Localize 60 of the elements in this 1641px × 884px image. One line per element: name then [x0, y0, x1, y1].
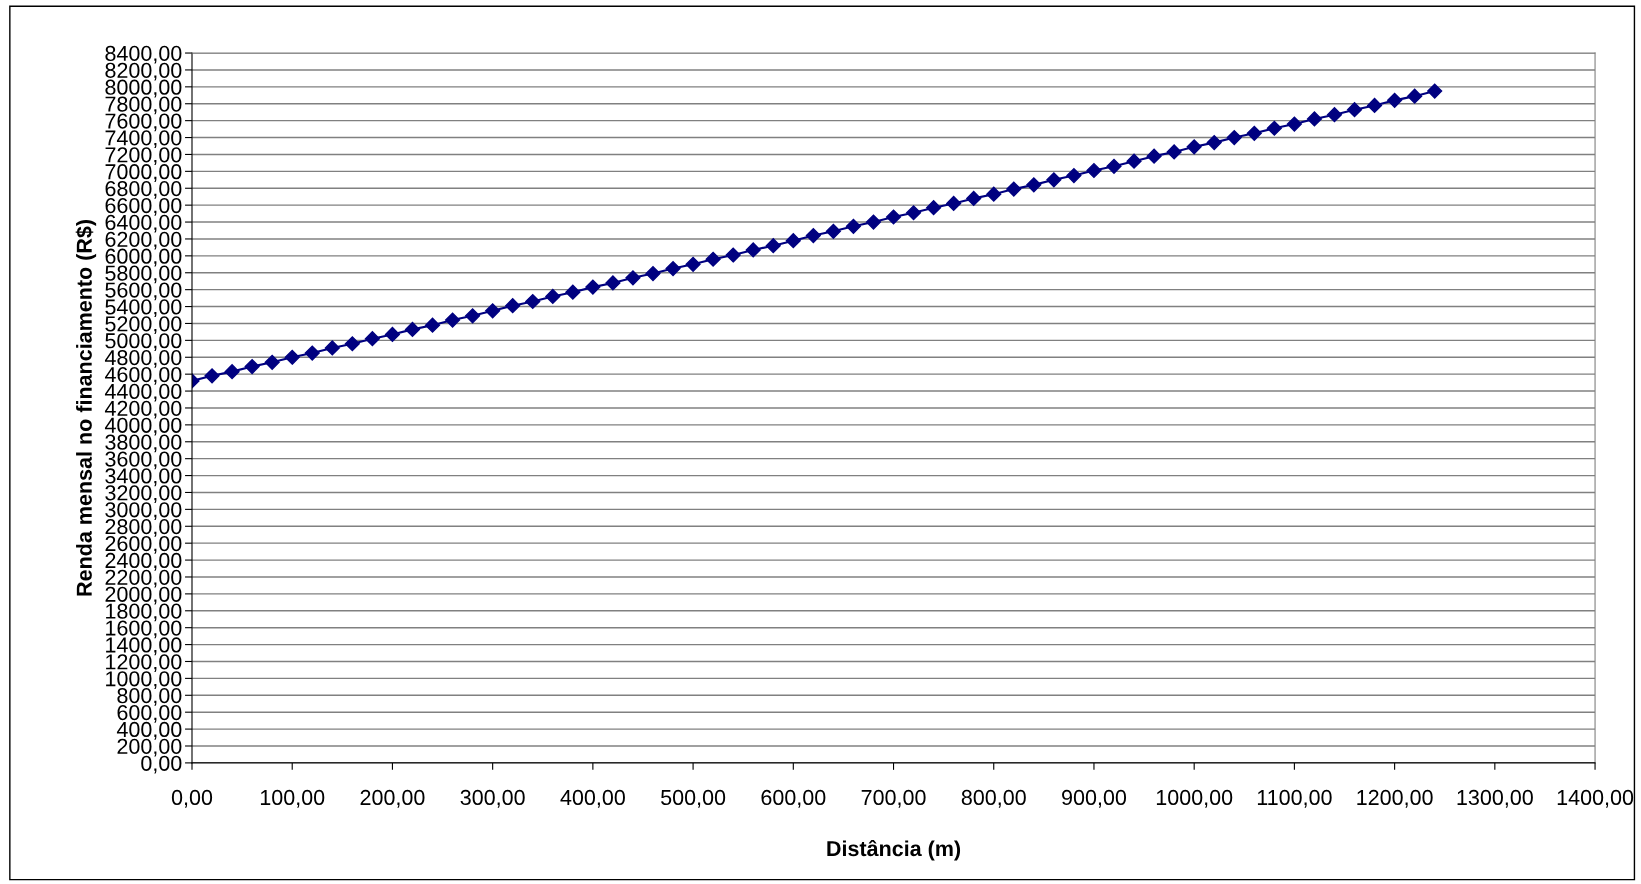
- y-tick-label: 6200,00: [105, 231, 182, 250]
- y-tick-label: 4000,00: [104, 417, 182, 436]
- y-tick-label: 4200,00: [104, 400, 182, 419]
- x-tick-label: 1200,00: [1357, 789, 1433, 808]
- y-tick-label: 2000,00: [105, 586, 182, 605]
- y-tick-label: 4600,00: [104, 366, 182, 385]
- x-tick-label: 500,00: [661, 789, 726, 808]
- y-tick-label: 7400,00: [105, 130, 182, 149]
- y-tick-label: 6600,00: [105, 197, 182, 216]
- x-tick-label: 1000,00: [1156, 789, 1233, 808]
- y-tick-label: 7800,00: [105, 96, 182, 115]
- x-tick-label: 1100,00: [1257, 789, 1332, 808]
- y-tick-label: 7200,00: [105, 147, 182, 165]
- x-tick-label: 400,00: [560, 789, 625, 808]
- x-tick-label: 300,00: [460, 789, 525, 808]
- y-tick-label: 600,00: [117, 704, 182, 723]
- y-tick-label: 2200,00: [105, 569, 182, 588]
- y-tick-label: 1400,00: [106, 637, 182, 656]
- y-tick-label: 3000,00: [105, 502, 182, 520]
- y-tick-label: 200,00: [117, 738, 182, 757]
- x-axis-title: Distância (m): [827, 839, 961, 861]
- y-tick-label: 7000,00: [105, 164, 182, 182]
- y-tick-label: 2800,00: [105, 519, 182, 537]
- y-tick-label: 7600,00: [105, 113, 182, 132]
- y-tick-label: 3600,00: [105, 451, 182, 470]
- x-tick-label: 1400,00: [1557, 789, 1634, 808]
- x-tick-label: 0,00: [171, 789, 213, 808]
- x-tick-label: 600,00: [761, 789, 826, 808]
- y-tick-label: 2400,00: [105, 552, 182, 571]
- y-tick-label: 5600,00: [105, 282, 182, 301]
- y-tick-label: 3800,00: [105, 434, 182, 453]
- x-tick-label: 200,00: [360, 789, 425, 808]
- y-tick-label: 0,00: [141, 755, 182, 774]
- y-tick-label: 800,00: [117, 688, 182, 706]
- y-tick-label: 3200,00: [105, 485, 182, 504]
- y-tick-label: 4800,00: [104, 350, 182, 368]
- y-tick-label: 1200,00: [106, 654, 182, 673]
- x-tick-label: 700,00: [861, 789, 926, 808]
- y-tick-label: 6000,00: [105, 248, 182, 267]
- x-tick-label: 100,00: [260, 789, 325, 808]
- y-tick-label: 8400,00: [105, 45, 182, 64]
- y-tick-label: 8000,00: [105, 79, 182, 98]
- y-tick-label: 5800,00: [105, 265, 182, 284]
- y-tick-label: 1000,00: [106, 671, 182, 689]
- y-tick-label: 5200,00: [105, 316, 182, 335]
- x-tick-label: 800,00: [961, 789, 1026, 808]
- y-axis-title: Renda mensal no financiamento (R$): [75, 220, 97, 596]
- y-tick-label: 5000,00: [105, 333, 182, 351]
- y-tick-label: 2600,00: [105, 535, 182, 554]
- x-tick-label: 900,00: [1062, 789, 1127, 808]
- y-tick-label: 4400,00: [104, 383, 182, 402]
- y-tick-label: 8200,00: [105, 62, 182, 81]
- x-tick-label: 1300,00: [1457, 789, 1533, 808]
- y-tick-label: 6400,00: [105, 214, 182, 233]
- y-tick-label: 5400,00: [105, 299, 182, 318]
- y-tick-label: 3400,00: [105, 468, 182, 487]
- y-tick-label: 6800,00: [105, 181, 182, 199]
- y-tick-label: 400,00: [116, 721, 182, 740]
- y-tick-label: 1600,00: [106, 620, 182, 639]
- y-tick-label: 1800,00: [106, 603, 182, 622]
